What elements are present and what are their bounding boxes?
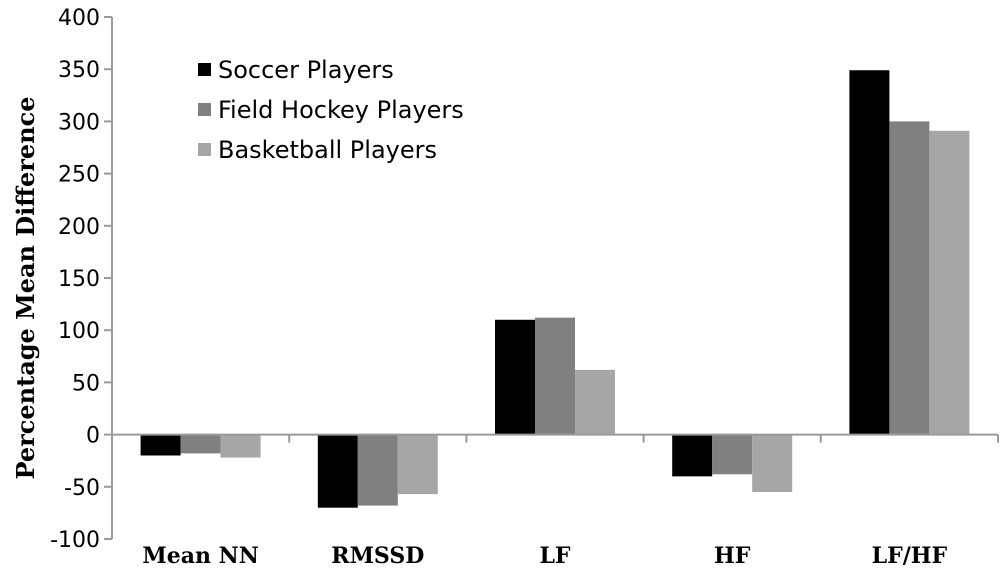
category-label: HF xyxy=(714,543,751,569)
legend-label: Soccer Players xyxy=(218,56,394,84)
y-tick-label: 200 xyxy=(58,215,100,240)
bar-soccer-players-lf-hf xyxy=(849,70,890,435)
bar-field-hockey-players-lf xyxy=(535,317,575,435)
legend-swatch xyxy=(198,103,211,116)
category-labels: Mean NN RMSSD LF HF LF/HF xyxy=(142,543,947,569)
legend: Soccer Players Field Hockey Players Basket… xyxy=(198,56,464,164)
bar-soccer-players-hf xyxy=(672,434,713,477)
bar-basketball-players-lf-hf xyxy=(929,130,970,435)
bars xyxy=(140,70,970,508)
legend-label: Field Hockey Players xyxy=(218,96,464,124)
y-tick-label: -50 xyxy=(64,476,100,501)
y-tick-label: 350 xyxy=(58,58,100,83)
bar-field-hockey-players-mean-nn xyxy=(180,434,221,454)
legend-label: Basketball Players xyxy=(218,136,437,164)
x-axis-ticks xyxy=(111,434,999,443)
bar-basketball-players-lf xyxy=(575,369,615,435)
y-tick-label: -100 xyxy=(50,528,100,553)
bar-soccer-players-rmssd xyxy=(317,434,358,508)
bar-field-hockey-players-hf xyxy=(712,434,753,475)
y-tick-label: 400 xyxy=(58,6,100,31)
y-axis-title: Percentage Mean Difference xyxy=(11,96,40,479)
bar-soccer-players-lf xyxy=(495,319,535,435)
y-tick-label: 50 xyxy=(72,371,100,396)
bar-basketball-players-hf xyxy=(752,434,793,493)
legend-swatch xyxy=(198,143,211,156)
legend-swatch xyxy=(198,63,211,76)
bar-soccer-players-mean-nn xyxy=(140,434,181,456)
category-label: Mean NN xyxy=(142,543,258,569)
category-label: RMSSD xyxy=(331,543,424,569)
y-tick-label: 150 xyxy=(58,267,100,292)
category-label: LF/HF xyxy=(872,543,948,569)
category-label: LF xyxy=(539,543,570,569)
y-tick-label: 100 xyxy=(58,319,100,344)
bar-field-hockey-players-lf-hf xyxy=(889,121,930,435)
bar-basketball-players-mean-nn xyxy=(220,434,261,458)
y-tick-label: 0 xyxy=(86,424,100,449)
bar-field-hockey-players-rmssd xyxy=(357,434,398,506)
bar-basketball-players-rmssd xyxy=(397,434,438,495)
y-tick-label: 250 xyxy=(58,163,100,188)
y-axis-ticks: -100 -50 0 50 100 150 200 250 300 350 400 xyxy=(50,6,112,553)
y-tick-label: 300 xyxy=(58,110,100,135)
